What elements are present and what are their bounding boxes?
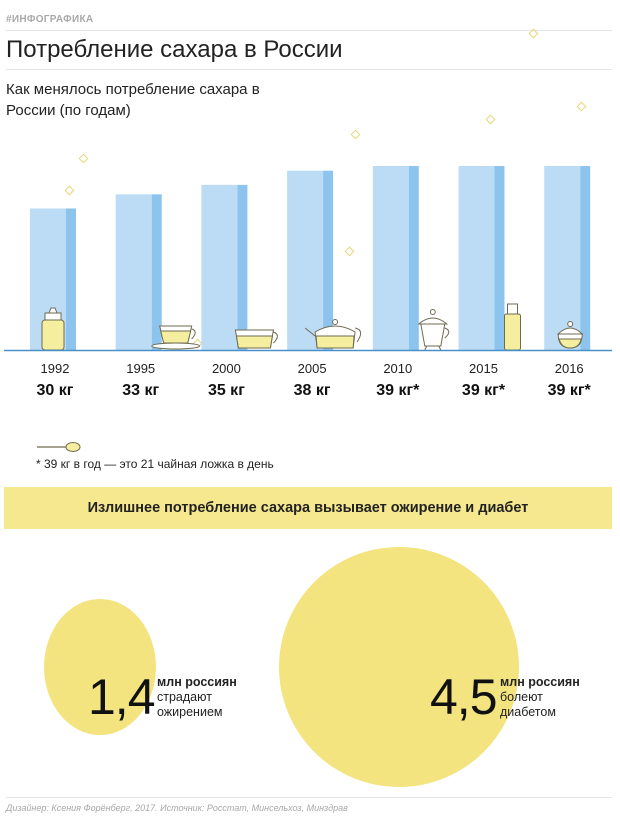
- diabetes-line1: болеют: [500, 690, 543, 704]
- diabetes-circle: [279, 547, 519, 787]
- chart-subtitle: Как менялось потребление сахара в России…: [6, 81, 260, 119]
- credits: Дизайнер: Ксения Форёнберг, 2017. Источн…: [6, 803, 348, 813]
- year-label: 1995: [126, 361, 155, 376]
- year-label: 1992: [41, 361, 70, 376]
- value-label: 39 кг*: [548, 382, 592, 399]
- diabetes-unit: млн россиян: [500, 675, 580, 689]
- teapot-icon: [304, 319, 362, 349]
- teacup-saucer-icon: [151, 325, 201, 350]
- sugar-dispenser-icon: [41, 307, 65, 351]
- sugar-consumption-chart: 1992 30 кг 1995 33 кг 2000 35 кг 2005 38 кг 2010…: [4, 166, 612, 399]
- obesity-caption: млн россиян страдают ожирением: [157, 675, 237, 720]
- value-label: 39 кг*: [376, 382, 420, 399]
- sugar-pot-icon: [417, 309, 450, 351]
- teaspoon-icon: [37, 442, 81, 452]
- obesity-circle: [44, 599, 156, 735]
- year-label: 2005: [298, 361, 327, 376]
- diabetes-caption: млн россиян болеют диабетом: [500, 675, 580, 720]
- sugar-bottle-icon: [504, 303, 521, 351]
- year-label: 2016: [555, 361, 584, 376]
- teacup-icon: [234, 329, 278, 349]
- year-label: 2015: [469, 361, 498, 376]
- diabetes-number: 4,5: [430, 669, 498, 725]
- obesity-unit: млн россиян: [157, 675, 237, 689]
- value-label: 35 кг: [208, 382, 245, 399]
- footnote: * 39 кг в год — это 21 чайная ложка в де…: [36, 457, 274, 471]
- value-label: 39 кг*: [462, 382, 506, 399]
- section-tag: #ИНФОГРАФИКА: [6, 14, 94, 25]
- value-label: 33 кг: [122, 382, 159, 399]
- bar-2010: [372, 166, 419, 350]
- obesity-number: 1,4: [88, 669, 156, 725]
- sugar-bowl-icon: [556, 321, 584, 349]
- obesity-line2: ожирением: [157, 705, 223, 719]
- warning-banner: Излишнее потребление сахара вызывает ожи…: [4, 487, 612, 529]
- page-title: Потребление сахара в России: [6, 36, 343, 63]
- header-divider: [6, 30, 612, 31]
- bar-1995: [115, 194, 162, 350]
- bar-2016: [544, 166, 591, 350]
- title-divider: [6, 69, 612, 70]
- year-label: 2010: [383, 361, 412, 376]
- year-label: 2000: [212, 361, 241, 376]
- value-label: 30 кг: [37, 382, 74, 399]
- bar-2005: [287, 170, 334, 350]
- bar-2015: [458, 166, 505, 350]
- obesity-line1: страдают: [157, 690, 212, 704]
- bar-2000: [201, 184, 248, 350]
- value-label: 38 кг: [294, 382, 331, 399]
- diabetes-line2: диабетом: [500, 705, 556, 719]
- footer-divider: [6, 797, 612, 798]
